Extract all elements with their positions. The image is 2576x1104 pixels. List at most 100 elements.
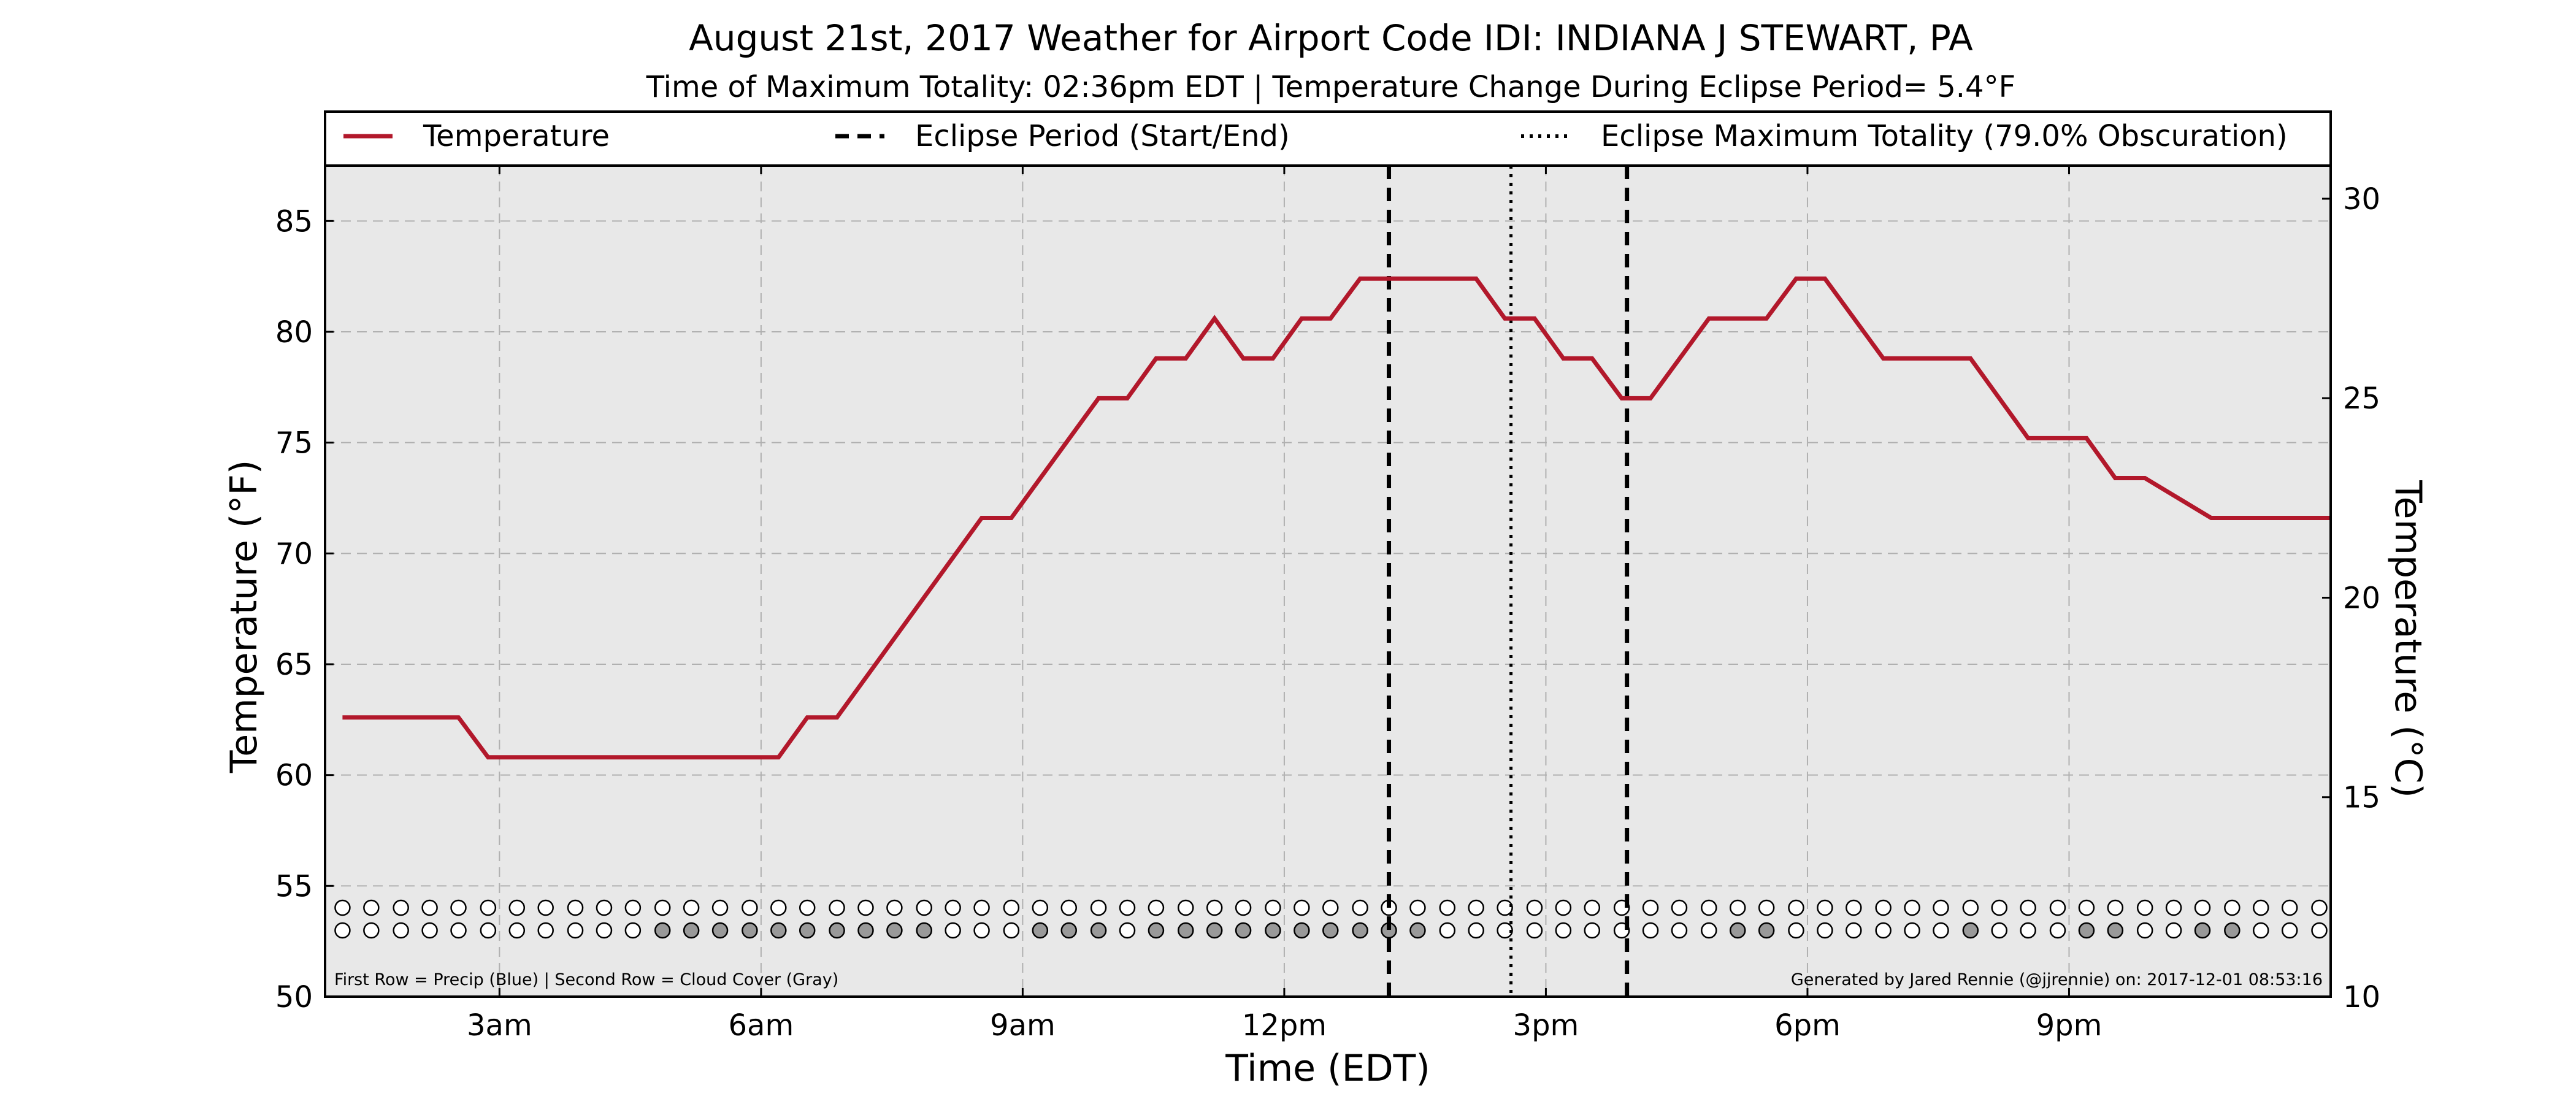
precip-dot (334, 899, 351, 916)
precip-dot (1352, 899, 1368, 916)
x-tick-label: 3am (467, 1008, 532, 1043)
cloud-cover-dot (770, 922, 787, 939)
precip-dot (683, 899, 700, 916)
cloud-cover-dot (1090, 922, 1107, 939)
y-tick-label-left: 70 (275, 537, 313, 571)
eclipse-lines (1387, 166, 1630, 997)
precip-dot (1817, 899, 1833, 916)
precip-dot (393, 899, 409, 916)
precip-dot (711, 899, 729, 916)
precip-dot (1904, 899, 1920, 916)
observation-dots (334, 899, 2328, 939)
precip-dot (363, 899, 380, 916)
y-tick-label-right: 20 (2343, 581, 2380, 615)
precip-dot (421, 899, 438, 916)
cloud-cover-dot (916, 922, 932, 939)
cloud-cover-dot (2020, 922, 2036, 939)
y-tick-label-left: 65 (275, 648, 313, 682)
cloud-cover-dot (480, 922, 497, 939)
precip-dot (1497, 899, 1513, 916)
precip-dot (1206, 899, 1223, 916)
precip-dot (829, 899, 845, 916)
precip-dot (2311, 899, 2328, 916)
cloud-cover-dot (1032, 922, 1049, 939)
x-tick-label: 9am (990, 1008, 1056, 1043)
precip-dot (2194, 899, 2211, 916)
precip-dot (1846, 899, 1862, 916)
cloud-cover-dot (1526, 922, 1543, 939)
precip-dot (1294, 899, 1310, 916)
precip-dot (654, 899, 671, 916)
cloud-cover-dot (886, 922, 903, 939)
y-tick-label-right: 10 (2343, 980, 2380, 1014)
y-tick-label-right: 25 (2343, 381, 2380, 416)
chart-subtitle: Time of Maximum Totality: 02:36pm EDT | … (646, 70, 2015, 104)
cloud-cover-dot (596, 922, 613, 939)
precip-dot (537, 899, 554, 916)
precip-dot (2165, 899, 2182, 916)
precip-dot (1642, 899, 1659, 916)
legend-eclipse-period-label: Eclipse Period (Start/End) (915, 119, 1290, 153)
precip-dot (2107, 899, 2124, 916)
precip-dot (596, 899, 613, 916)
cloud-cover-dot (2078, 922, 2095, 939)
precip-dot (1526, 899, 1543, 916)
precip-dot (1235, 899, 1252, 916)
precip-dot (2224, 899, 2241, 916)
cloud-cover-dot (393, 922, 409, 939)
precip-dot (2136, 899, 2153, 916)
cloud-cover-dot (508, 922, 526, 939)
cloud-cover-dot (1933, 922, 1949, 939)
cloud-cover-dot (1148, 922, 1165, 939)
cloud-cover-dot (624, 922, 642, 939)
cloud-cover-dot (711, 922, 729, 939)
x-tick-label: 6pm (1774, 1008, 1841, 1043)
precip-dot (916, 899, 932, 916)
cloud-cover-dot (1235, 922, 1252, 939)
temperature-series-line (342, 276, 2331, 760)
cloud-cover-dot (1991, 922, 2007, 939)
precip-dot (1178, 899, 1194, 916)
cloud-cover-dot (1265, 922, 1281, 939)
cloud-cover-dot (654, 922, 671, 939)
precip-dot (624, 899, 642, 916)
cloud-cover-dot (1584, 922, 1601, 939)
y-axis-label-left: Temperature (°F) (223, 460, 266, 773)
cloud-cover-dot (1294, 922, 1310, 939)
footer-right-note: Generated by Jared Rennie (@jjrennie) on… (1791, 970, 2323, 989)
y-tick-label-left: 55 (275, 869, 313, 903)
cloud-cover-dot (421, 922, 438, 939)
cloud-cover-dot (973, 922, 990, 939)
y-tick-label-right: 30 (2343, 182, 2380, 217)
y-tick-label-left: 85 (275, 204, 313, 239)
cloud-cover-dot (1003, 922, 1020, 939)
legend-box (324, 110, 2332, 167)
cloud-cover-dot (829, 922, 845, 939)
precip-dot (1060, 899, 1077, 916)
cloud-cover-dot (1671, 922, 1688, 939)
precip-dot (1119, 899, 1136, 916)
grid (325, 166, 2331, 997)
cloud-cover-dot (2194, 922, 2211, 939)
cloud-cover-dot (1729, 922, 1746, 939)
cloud-cover-dot (450, 922, 467, 939)
precip-dot (1788, 899, 1804, 916)
x-tick-label: 12pm (1242, 1008, 1327, 1043)
cloud-cover-dot (799, 922, 816, 939)
cloud-cover-dot (2281, 922, 2298, 939)
cloud-cover-dot (334, 922, 351, 939)
precip-dot (1265, 899, 1281, 916)
precip-dot (1729, 899, 1746, 916)
precip-dot (1032, 899, 1049, 916)
precip-dot (1991, 899, 2007, 916)
precip-dot (770, 899, 787, 916)
cloud-cover-dot (945, 922, 961, 939)
cloud-cover-dot (1468, 922, 1484, 939)
precip-dot (1148, 899, 1165, 916)
cloud-cover-dot (1642, 922, 1659, 939)
legend: Temperature Eclipse Period (Start/End) E… (324, 110, 2332, 167)
chart-title: August 21st, 2017 Weather for Airport Co… (689, 17, 1973, 59)
y-tick-label-left: 75 (275, 426, 313, 461)
cloud-cover-dot (1060, 922, 1077, 939)
